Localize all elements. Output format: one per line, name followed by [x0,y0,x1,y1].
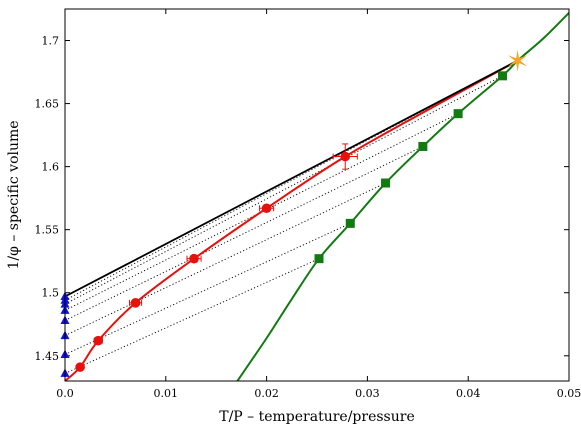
data-point-green [453,109,463,119]
x-tick-label: 0.03 [355,387,380,400]
data-point-green [381,178,391,188]
x-tick-label: 0.01 [154,387,179,400]
y-tick-label: 1.55 [35,224,60,237]
data-point-green [314,254,324,264]
tie-line [65,75,503,305]
tie-line [65,60,518,301]
plot-background [65,9,569,381]
data-point-red [261,203,272,214]
curve-black [65,59,519,298]
data-point-red [75,362,85,372]
y-tick-label: 1.7 [42,35,60,48]
data-point-green [497,71,507,81]
data-point-red [340,151,351,162]
y-tick-label: 1.6 [42,161,60,174]
data-point-red [189,253,199,264]
ticks: 0.0 0.01 0.02 0.03 0.04 0.05 1.45 1.5 1.55 1.6 1.6… [35,9,581,400]
x-tick-label: 0.0 [56,387,74,400]
y-tick-label: 1.65 [35,98,60,111]
y-tick-label: 1.45 [35,350,60,363]
curve-red [65,59,519,381]
critical-point-star [508,49,528,72]
x-tick-label: 0.04 [456,387,481,400]
plot-frame [64,8,570,382]
x-tick-label: 0.05 [557,387,581,400]
y-tick-label: 1.5 [42,287,60,300]
tie-line [65,182,386,337]
y-axis-label: 1/φ – specific volume [6,120,22,269]
tie-line [65,222,351,355]
data-point-green [345,218,355,228]
tie-line [65,258,320,374]
data-point-green [418,141,428,151]
data-point-red [93,335,104,346]
data-point-red [130,298,141,308]
x-axis-label: T/P – temperature/pressure [219,409,415,425]
x-tick-label: 0.02 [254,387,279,400]
